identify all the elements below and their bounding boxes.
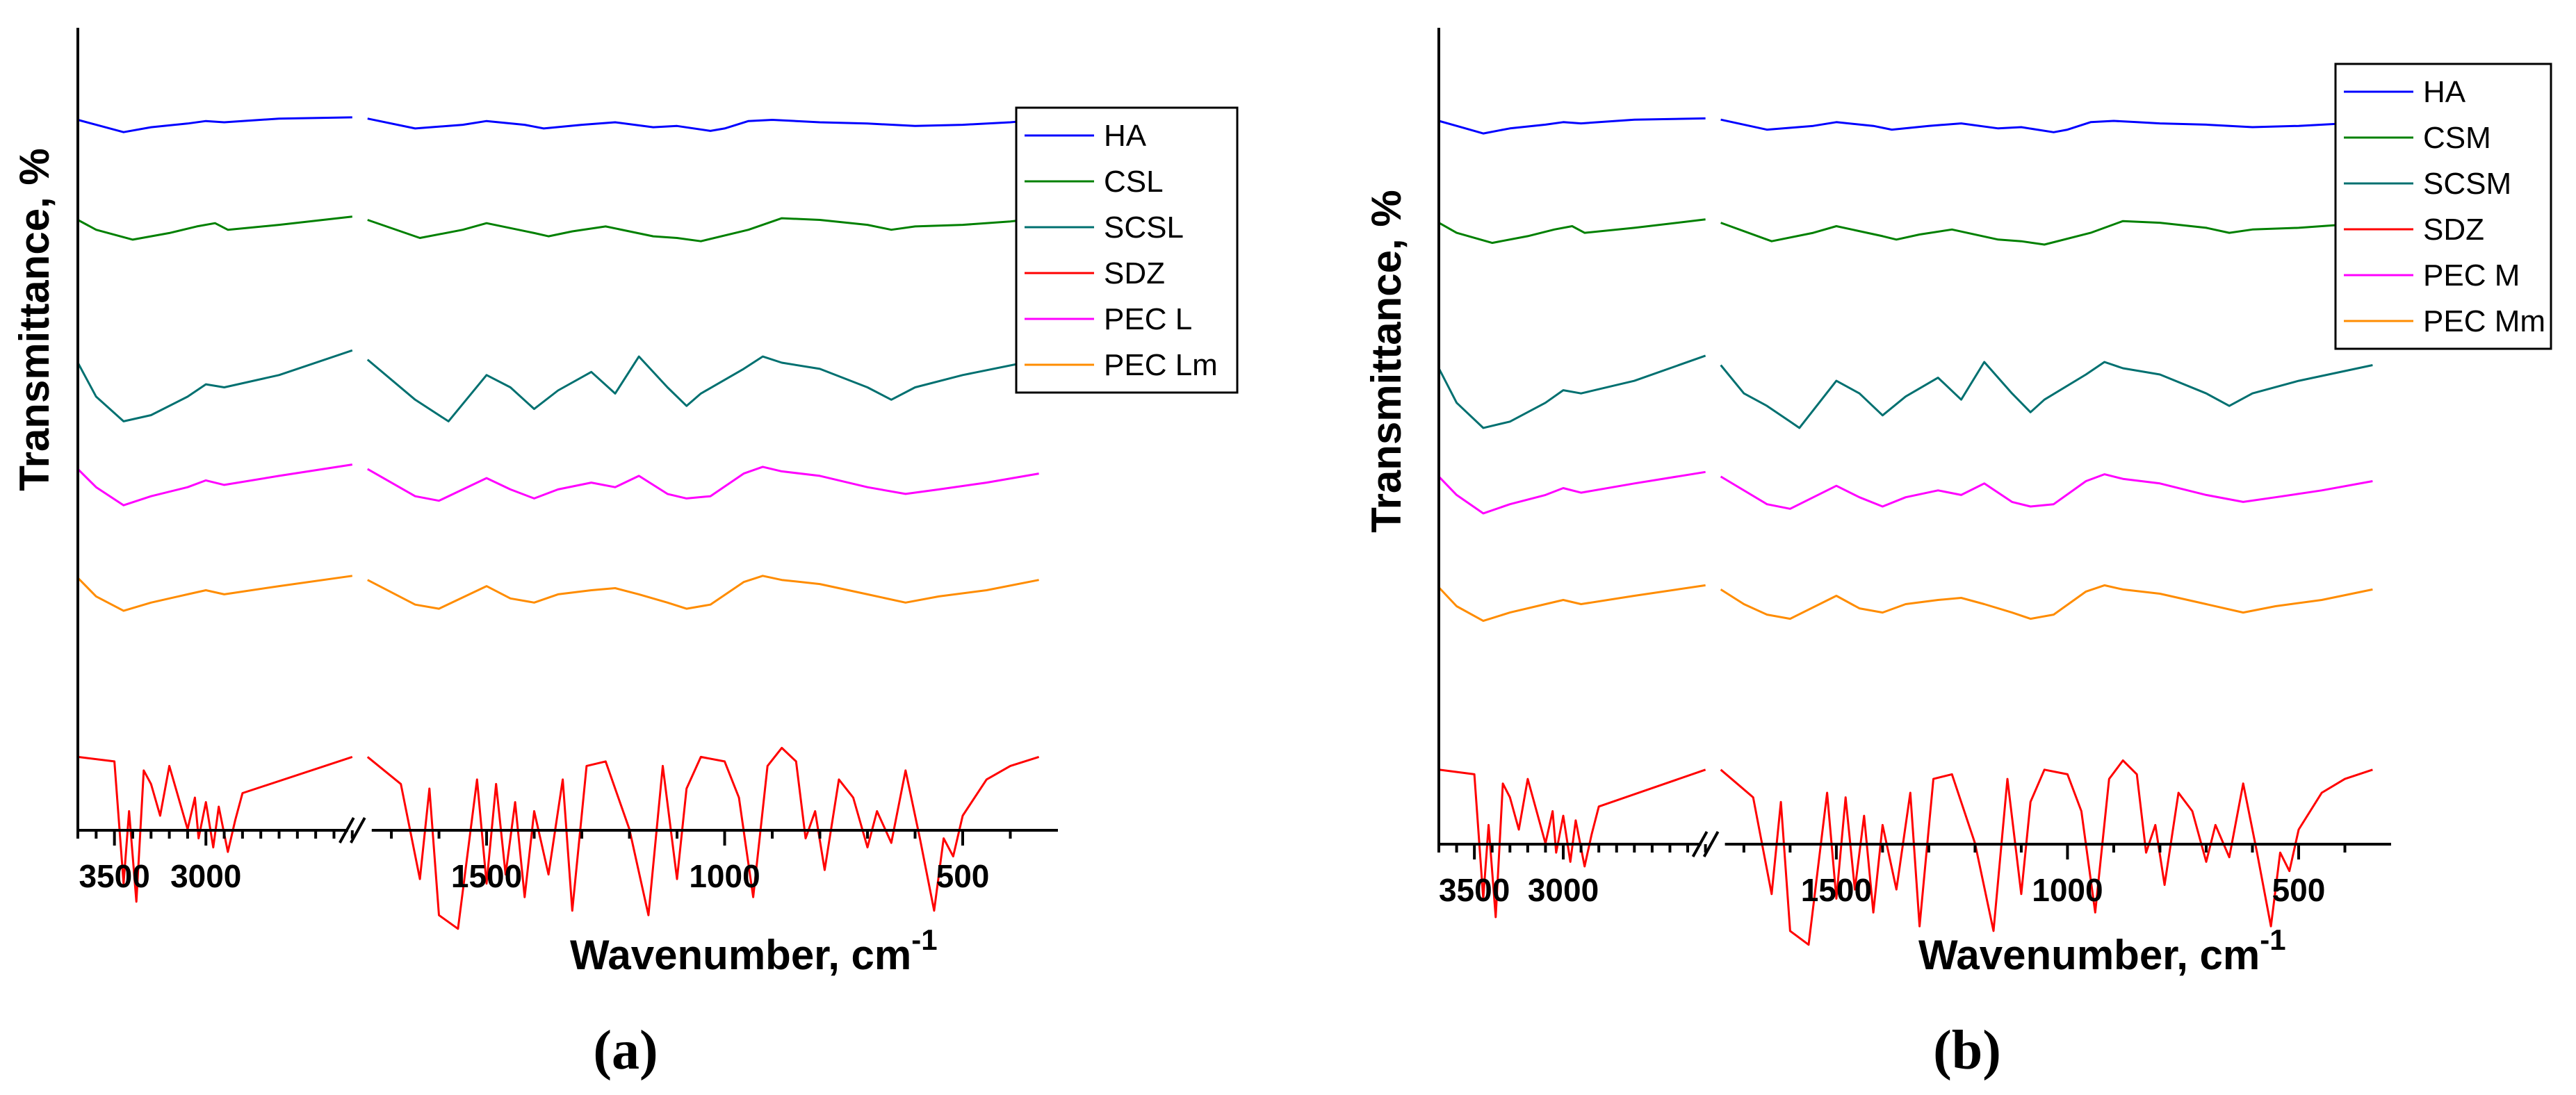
series-pec-l-right (367, 466, 1039, 502)
x-tick-label: 1500 (1801, 872, 1872, 908)
x-tick-label: 1500 (451, 858, 522, 894)
legend: HA CSM SCSM SDZ PEC M PEC Mm (2334, 63, 2552, 350)
legend-entry: HA (1104, 119, 1147, 153)
series-ha-right (367, 117, 1039, 132)
series-scsm-left (1437, 354, 1706, 429)
x-tick-label: 3000 (1528, 872, 1599, 908)
series-pec-mm-left (1437, 584, 1706, 623)
legend-entry: HA (2423, 75, 2466, 109)
series-pec-m-right (1720, 473, 2373, 510)
series-pec-l-left (76, 463, 353, 507)
x-tick-label: 3500 (79, 858, 149, 894)
legend-entry: SDZ (1104, 256, 1165, 290)
panel-b: 3500 3000 1500 1000 500 Wavenumber, cm-1 Trans… (1363, 28, 2552, 1081)
legend-entry: CSM (2423, 121, 2491, 155)
series-ha-left (1438, 117, 1706, 135)
series-ha-right (1720, 118, 2373, 133)
series-scsm-right (1720, 361, 2373, 429)
series-pec-m-left (1437, 470, 1706, 515)
legend: HA CSL SCSL SDZ PEC L PEC Lm (1015, 106, 1239, 394)
legend-entry: PEC Mm (2423, 304, 2545, 338)
legend-entry: PEC Lm (1104, 348, 1218, 382)
x-tick-label: 3000 (170, 858, 241, 894)
x-axis-title: Wavenumber, cm-1 (570, 923, 938, 978)
x-tick-label: 3500 (1439, 872, 1510, 908)
panel-a: 3500 3000 1500 1000 500 Wavenumber, cm-1 Trans… (11, 28, 1239, 1081)
series-csl-left (77, 215, 352, 241)
series-pec-lm-right (367, 575, 1039, 610)
legend-entry: SCSL (1104, 211, 1184, 245)
axis-break-mark (339, 817, 355, 843)
x-axis-title-superscript: -1 (2260, 923, 2285, 956)
x-tick-label: 500 (936, 858, 990, 894)
x-axis-title-superscript: -1 (911, 923, 937, 956)
series-pec-mm-right (1720, 584, 2373, 620)
series-scsl-right (366, 355, 1039, 422)
panel-label: (a) (593, 1020, 658, 1081)
series-csl-right (367, 217, 1039, 242)
x-tick-label: 1000 (2032, 872, 2103, 908)
series-ha-left (77, 116, 352, 133)
y-axis-title: Transmittance, % (11, 148, 58, 491)
y-axis-title: Transmittance, % (1363, 190, 1410, 533)
x-tick-label: 500 (2272, 872, 2326, 908)
legend-entry: SDZ (2423, 213, 2484, 247)
legend-box (1015, 106, 1239, 394)
x-axis-title-text: Wavenumber, cm (1918, 932, 2260, 978)
series-csm-left (1438, 218, 1706, 245)
legend-entry: PEC M (2423, 258, 2520, 293)
series-pec-lm-left (76, 575, 353, 612)
legend-entry: SCSM (2423, 167, 2511, 201)
x-axis-title: Wavenumber, cm-1 (1918, 923, 2286, 978)
panel-label: (b) (1933, 1020, 2001, 1081)
legend-entry: CSL (1104, 165, 1164, 199)
legend-entry: PEC L (1104, 302, 1192, 336)
series-sdz-right (1720, 759, 2373, 946)
x-tick-label: 1000 (689, 858, 760, 894)
axis-break-mark (1691, 831, 1709, 857)
legend-box (2334, 63, 2552, 350)
series-sdz-right (366, 746, 1040, 930)
x-axis-title-text: Wavenumber, cm (570, 932, 911, 978)
series-scsl-left (76, 349, 353, 422)
series-csm-right (1720, 220, 2373, 246)
